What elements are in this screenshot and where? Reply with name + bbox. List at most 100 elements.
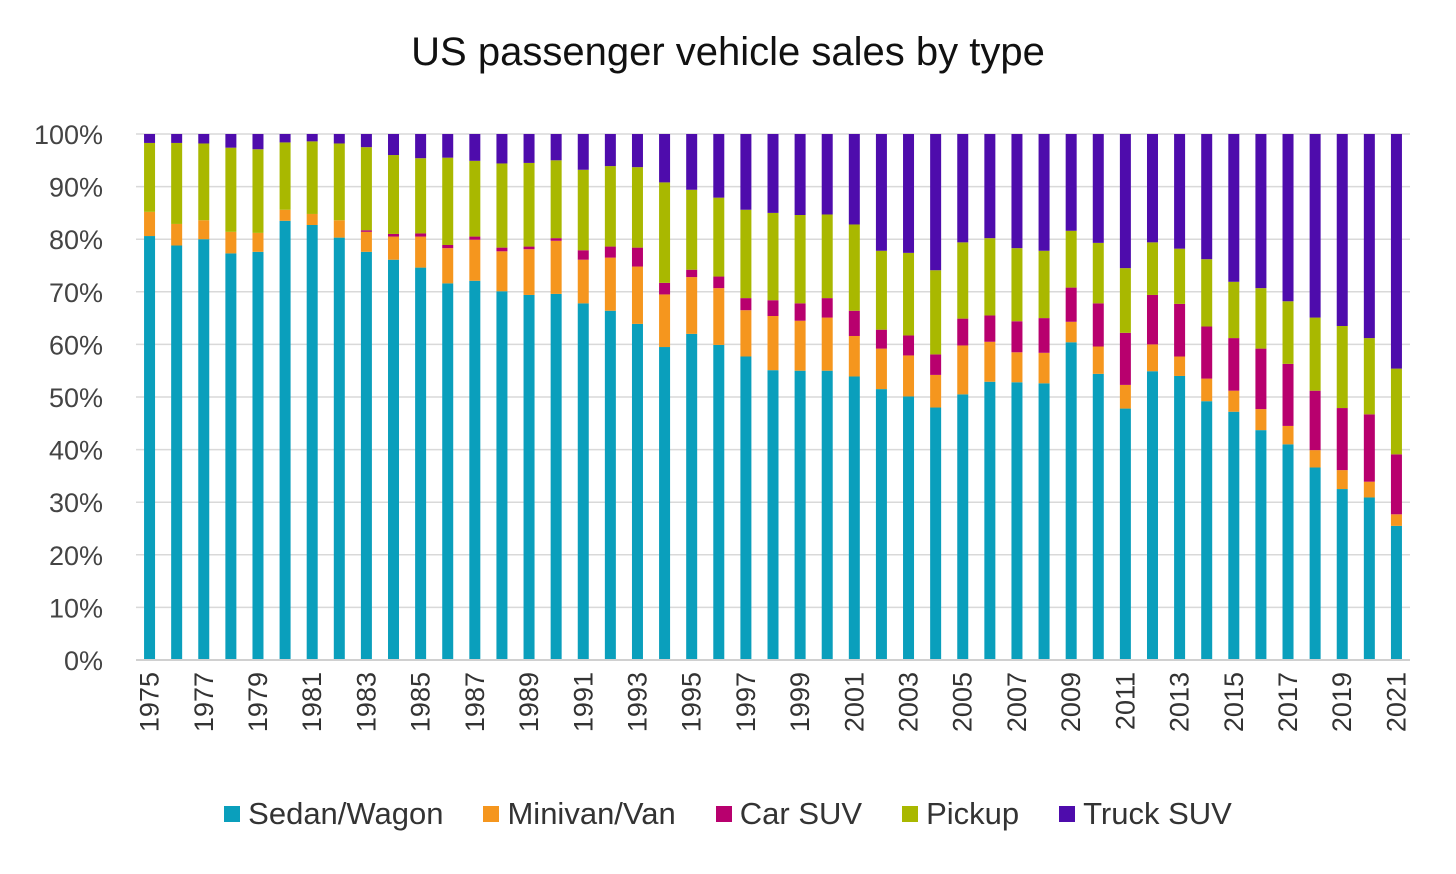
bar-segment bbox=[1174, 356, 1186, 376]
bar-segment bbox=[1011, 352, 1023, 383]
bar-segment bbox=[821, 134, 833, 215]
bar-segment bbox=[523, 162, 535, 247]
bar-segment bbox=[957, 242, 969, 319]
bar-segment bbox=[1336, 134, 1348, 326]
bar-segment bbox=[631, 134, 643, 168]
bar-segment bbox=[1092, 346, 1104, 374]
bar-segment bbox=[659, 294, 671, 348]
bar-segment bbox=[1390, 514, 1402, 526]
bar-segment bbox=[144, 236, 156, 660]
bar-segment bbox=[360, 231, 372, 252]
bar-segment bbox=[1065, 321, 1077, 343]
bar-segment bbox=[388, 233, 400, 237]
bar-segment bbox=[1363, 481, 1375, 498]
bar-segment bbox=[198, 220, 210, 240]
bar-segment bbox=[577, 303, 589, 660]
bar-segment bbox=[1038, 134, 1050, 251]
bar-segment bbox=[1363, 134, 1375, 339]
bar-segment bbox=[1336, 408, 1348, 471]
bar-stack-2002 bbox=[875, 134, 887, 660]
bar-segment bbox=[577, 169, 589, 251]
bar-segment bbox=[306, 134, 318, 142]
legend-item: Car SUV bbox=[715, 796, 862, 832]
bar-segment bbox=[794, 370, 806, 660]
bar-stack-2010 bbox=[1092, 134, 1104, 660]
bar-segment bbox=[415, 267, 427, 660]
bar-stack-1993 bbox=[631, 134, 643, 660]
x-tick-label: 2019 bbox=[1327, 672, 1357, 732]
bar-segment bbox=[252, 232, 264, 252]
bar-segment bbox=[686, 189, 698, 270]
bar-segment bbox=[1174, 375, 1186, 660]
bar-segment bbox=[523, 294, 535, 660]
bar-segment bbox=[1390, 454, 1402, 515]
x-tick-label: 2007 bbox=[1002, 672, 1032, 732]
bar-segment bbox=[360, 134, 372, 148]
bar-segment bbox=[740, 310, 752, 357]
bar-stack-1984 bbox=[388, 134, 400, 660]
bar-segment bbox=[252, 134, 264, 150]
bar-stack-1997 bbox=[740, 134, 752, 660]
legend-label: Minivan/Van bbox=[507, 796, 676, 831]
bar-segment bbox=[740, 134, 752, 210]
axes: 0% 10% 20% 30% 40% 50% 60% 70% 80% 90% 100% 1975 197… bbox=[34, 120, 1412, 732]
bar-stack-2012 bbox=[1146, 134, 1158, 660]
bar-segment bbox=[875, 389, 887, 660]
bar-stack-2000 bbox=[821, 134, 833, 660]
bar-stack-1976 bbox=[171, 134, 183, 660]
y-tick-label: 40% bbox=[49, 436, 103, 466]
x-tick-label: 1989 bbox=[514, 672, 544, 732]
bar-segment bbox=[1228, 411, 1240, 660]
x-tick-label: 1981 bbox=[297, 672, 327, 732]
bar-stack-1991 bbox=[577, 134, 589, 660]
bar-stack-1985 bbox=[415, 134, 427, 660]
chart-title: US passenger vehicle sales by type bbox=[411, 30, 1045, 74]
bar-segment bbox=[740, 356, 752, 660]
bar-segment bbox=[442, 157, 454, 245]
bar-segment bbox=[713, 344, 725, 660]
bar-segment bbox=[1065, 287, 1077, 322]
bar-segment bbox=[1255, 430, 1267, 660]
bar-stack-2005 bbox=[957, 134, 969, 660]
bar-stack-1986 bbox=[442, 134, 454, 660]
bar-segment bbox=[1011, 248, 1023, 322]
bar-segment bbox=[360, 147, 372, 231]
x-tick-label: 2021 bbox=[1381, 672, 1411, 732]
bar-stack-2001 bbox=[848, 134, 860, 660]
bar-segment bbox=[875, 329, 887, 349]
bar-segment bbox=[604, 134, 616, 167]
x-tick-label: 2013 bbox=[1165, 672, 1195, 732]
bar-segment bbox=[1119, 134, 1131, 269]
bar-segment bbox=[1038, 383, 1050, 660]
bar-segment bbox=[198, 143, 210, 221]
bar-stack-2019 bbox=[1336, 134, 1348, 660]
bar-stack-2015 bbox=[1228, 134, 1240, 660]
bar-segment bbox=[686, 277, 698, 334]
bar-segment bbox=[171, 134, 183, 143]
bar-segment bbox=[1336, 489, 1348, 660]
bar-segment bbox=[875, 348, 887, 390]
bar-stack-1980 bbox=[279, 134, 291, 661]
bar-segment bbox=[631, 323, 643, 660]
bar-segment bbox=[577, 134, 589, 170]
bar-stack-1978 bbox=[225, 134, 237, 661]
bar-segment bbox=[144, 211, 156, 237]
chart-legend: Sedan/Wagon Minivan/Van Car SUV Pickup Truck… bbox=[0, 796, 1456, 832]
bar-segment bbox=[306, 213, 318, 225]
x-tick-label: 2003 bbox=[894, 672, 924, 732]
bar-segment bbox=[469, 134, 481, 161]
bar-segment bbox=[848, 376, 860, 660]
bar-segment bbox=[1146, 242, 1158, 295]
bar-segment bbox=[1363, 338, 1375, 415]
bar-segment bbox=[442, 134, 454, 158]
bar-segment bbox=[848, 224, 860, 311]
bar-segment bbox=[1119, 332, 1131, 385]
bar-segment bbox=[1201, 259, 1213, 327]
bar-segment bbox=[957, 345, 969, 395]
bar-segment bbox=[1390, 134, 1402, 369]
bar-segment bbox=[198, 239, 210, 660]
bar-stack-2018 bbox=[1309, 134, 1321, 660]
bar-segment bbox=[442, 248, 454, 284]
bar-segment bbox=[930, 407, 942, 660]
x-tick-label: 1997 bbox=[731, 672, 761, 732]
